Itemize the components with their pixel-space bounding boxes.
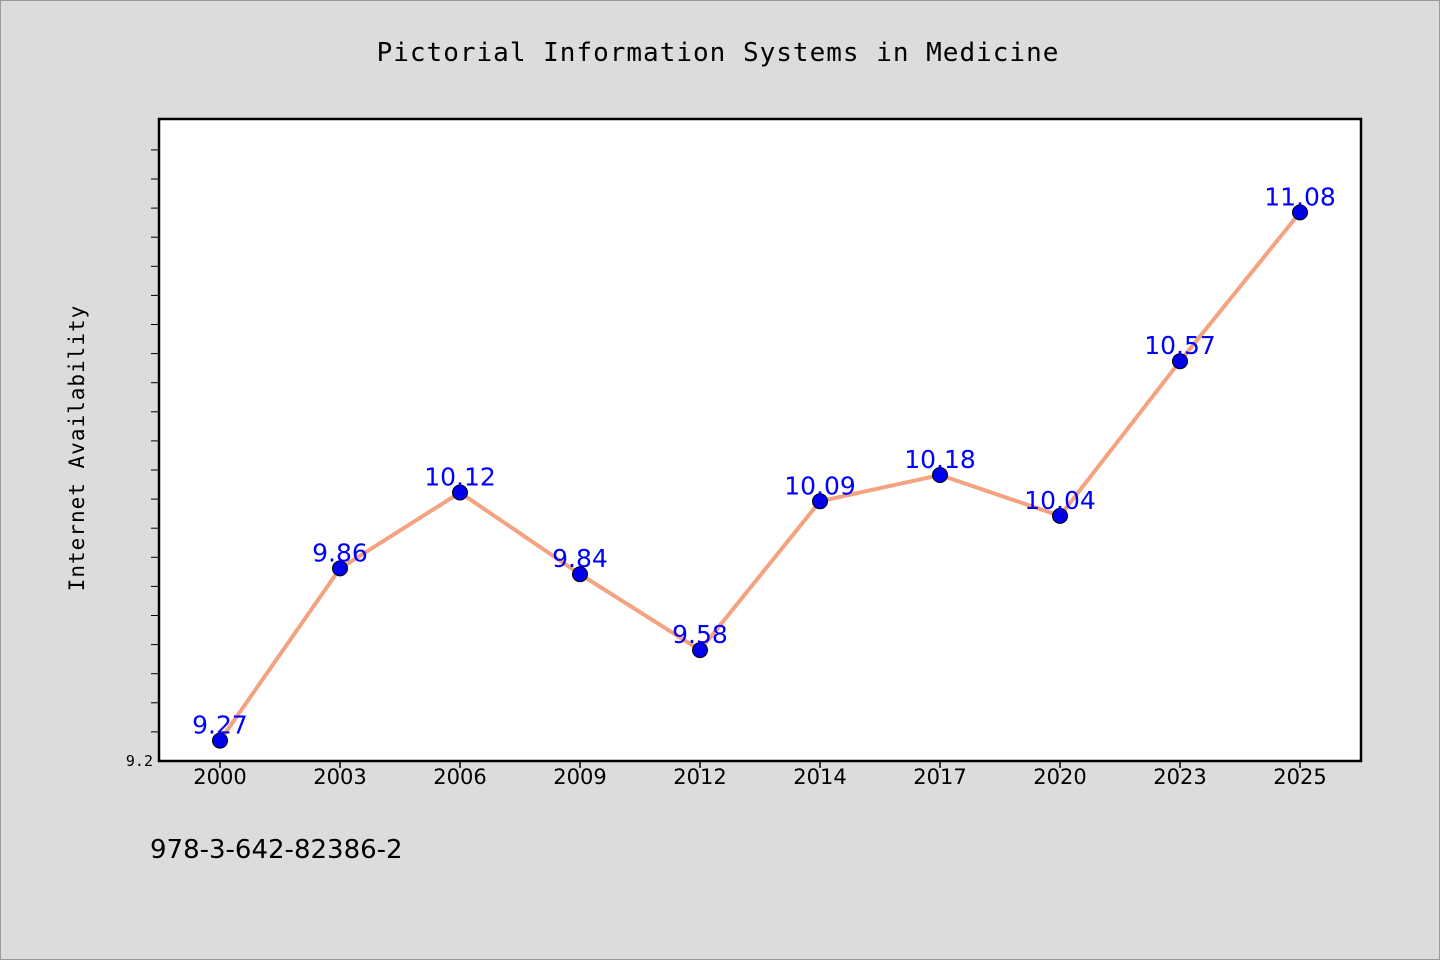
data-point-marker [1172,353,1188,370]
data-label: 10.57 [1144,331,1216,360]
x-tick-label: 2003 [313,765,366,789]
y-axis-ticks: 9.2 [126,149,159,770]
x-tick-label: 2012 [673,765,726,789]
x-tick-label: 2020 [1033,765,1086,789]
x-axis-ticks: 2000 2003 2006 2009 2012 2014 2017 2020 2023 2025 [193,761,1327,789]
data-label: 11.08 [1264,182,1336,211]
data-point-marker [572,566,588,583]
data-point-marker [812,493,828,510]
data-label: 10.04 [1024,486,1096,515]
x-tick-label: 2023 [1153,765,1206,789]
data-label: 10.18 [904,445,976,474]
data-label: 9.58 [672,620,728,649]
y-axis-label: Internet Availability [65,305,89,592]
data-point-marker [1292,204,1308,221]
data-label: 9.86 [312,538,368,567]
x-tick-label: 2014 [793,765,846,789]
data-point-marker [932,467,948,484]
plot-area [159,119,1361,761]
data-point-marker [332,560,348,577]
x-tick-label: 2000 [193,765,246,789]
x-tick-label: 2017 [913,765,966,789]
data-points [212,204,1308,749]
x-tick-label: 2025 [1273,765,1326,789]
data-labels: 9.27 9.86 10.12 9.84 9.58 10.09 10.18 10.04 10.5… [192,182,1336,739]
isbn-text: 978-3-642-82386-2 [150,835,403,865]
series-line [218,210,1302,743]
data-point-marker [692,642,708,659]
data-label: 9.84 [552,544,608,573]
x-tick-label: 2009 [553,765,606,789]
data-point-marker [1052,507,1068,524]
data-label: 10.12 [424,463,496,492]
x-tick-label: 2006 [433,765,486,789]
y-tick-label: 9.2 [126,752,153,770]
data-label: 10.09 [784,471,856,500]
data-point-marker [212,732,228,749]
plot-border [157,117,1363,763]
data-label: 9.27 [192,711,248,740]
chart-title: Pictorial Information Systems in Medicin… [377,38,1060,68]
data-point-marker [452,484,468,501]
